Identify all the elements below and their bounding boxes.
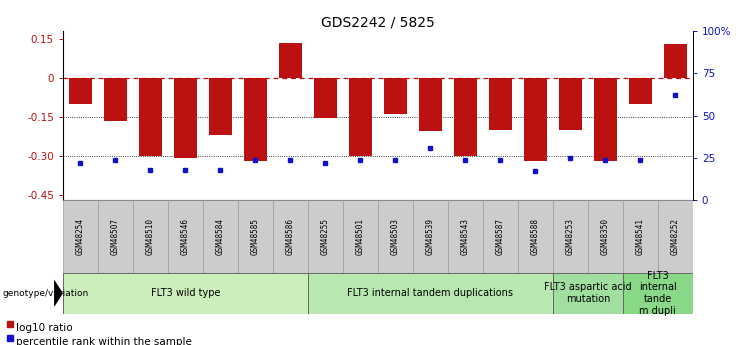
Title: GDS2242 / 5825: GDS2242 / 5825 <box>321 16 435 30</box>
Bar <box>629 78 652 104</box>
Bar <box>174 78 197 158</box>
Text: FLT3 aspartic acid
mutation: FLT3 aspartic acid mutation <box>544 283 631 304</box>
Bar <box>349 78 372 156</box>
Bar <box>413 200 448 273</box>
Text: GSM48510: GSM48510 <box>146 218 155 255</box>
Bar <box>69 78 92 104</box>
Text: log10 ratio: log10 ratio <box>16 323 72 333</box>
Text: GSM48507: GSM48507 <box>111 218 120 255</box>
Text: GSM48541: GSM48541 <box>636 218 645 255</box>
Bar <box>483 200 518 273</box>
Bar <box>559 78 582 130</box>
Polygon shape <box>54 279 63 307</box>
Bar <box>588 200 623 273</box>
Text: GSM48350: GSM48350 <box>601 218 610 255</box>
Bar <box>518 200 553 273</box>
Bar <box>658 200 693 273</box>
Text: GSM48501: GSM48501 <box>356 218 365 255</box>
Bar <box>419 78 442 131</box>
Text: percentile rank within the sample: percentile rank within the sample <box>16 337 191 345</box>
Bar <box>489 78 512 130</box>
Bar <box>279 43 302 78</box>
Text: GSM48253: GSM48253 <box>566 218 575 255</box>
Bar <box>238 200 273 273</box>
Bar <box>168 200 203 273</box>
Bar <box>244 78 267 161</box>
Text: GSM48252: GSM48252 <box>671 218 679 255</box>
Bar <box>623 200 658 273</box>
Text: genotype/variation: genotype/variation <box>2 289 88 298</box>
Bar <box>623 273 693 314</box>
Bar <box>104 78 127 121</box>
Text: GSM48254: GSM48254 <box>76 218 85 255</box>
Bar <box>664 44 687 78</box>
Bar <box>308 200 343 273</box>
Bar <box>454 78 476 156</box>
Bar <box>594 78 617 161</box>
Bar <box>133 200 168 273</box>
Bar <box>384 78 407 114</box>
Bar <box>314 78 337 118</box>
Text: GSM48584: GSM48584 <box>216 218 225 255</box>
Bar <box>139 78 162 156</box>
Text: GSM48543: GSM48543 <box>461 218 470 255</box>
Text: GSM48546: GSM48546 <box>181 218 190 255</box>
Bar <box>209 78 232 135</box>
Bar <box>98 200 133 273</box>
Text: FLT3
internal
tande
m dupli: FLT3 internal tande m dupli <box>639 271 677 316</box>
Text: GSM48587: GSM48587 <box>496 218 505 255</box>
Text: GSM48539: GSM48539 <box>426 218 435 255</box>
Bar <box>308 273 553 314</box>
Text: GSM48586: GSM48586 <box>286 218 295 255</box>
Bar <box>553 273 623 314</box>
Bar <box>524 78 547 161</box>
Bar <box>343 200 378 273</box>
Text: GSM48588: GSM48588 <box>531 218 540 255</box>
Bar <box>273 200 308 273</box>
Bar <box>63 273 308 314</box>
Text: GSM48585: GSM48585 <box>251 218 260 255</box>
Bar <box>63 200 98 273</box>
Text: FLT3 wild type: FLT3 wild type <box>150 288 220 298</box>
Text: GSM48255: GSM48255 <box>321 218 330 255</box>
Bar <box>553 200 588 273</box>
Bar <box>448 200 483 273</box>
Text: GSM48503: GSM48503 <box>391 218 400 255</box>
Bar <box>378 200 413 273</box>
Bar <box>203 200 238 273</box>
Text: FLT3 internal tandem duplications: FLT3 internal tandem duplications <box>348 288 514 298</box>
